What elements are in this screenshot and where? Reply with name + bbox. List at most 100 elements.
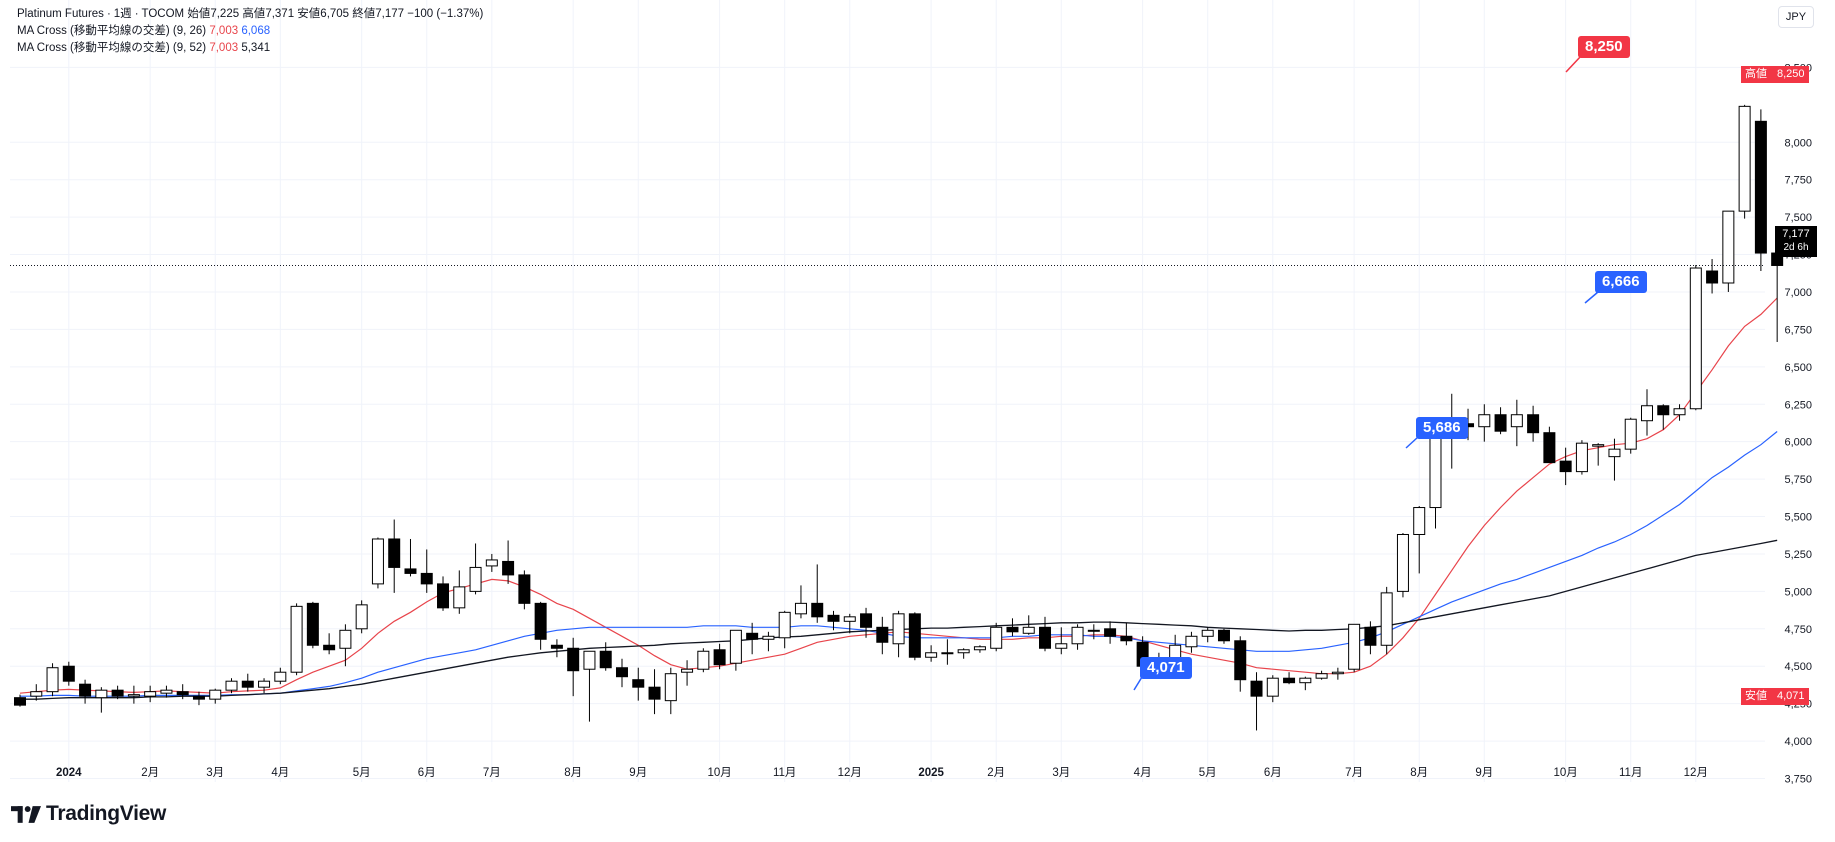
last-price-tag: 7,177 2d 6h	[1775, 226, 1817, 257]
candle	[1250, 672, 1263, 731]
low-callout: 4,071	[1140, 657, 1192, 679]
candle	[144, 685, 157, 703]
candle-body	[746, 632, 759, 640]
indicator-legend-row-1[interactable]: MA Cross (移動平均線の交差) (9, 26) 7,003 6,068	[17, 23, 483, 40]
indicator-name[interactable]: MA Cross (移動平均線の交差) (9, 26)	[17, 25, 207, 37]
candle	[1299, 676, 1312, 691]
candle	[746, 622, 759, 655]
x-tick-label: 9月	[629, 767, 647, 779]
indicator-value-long: 6,068	[241, 25, 271, 37]
candle-body	[567, 647, 580, 672]
candle-body	[1510, 414, 1523, 428]
candle-body	[355, 604, 368, 630]
candle-body	[1657, 405, 1670, 416]
candle	[762, 631, 775, 652]
candle-body	[778, 611, 791, 639]
candle-body	[1250, 680, 1263, 697]
candle	[225, 678, 238, 694]
time-axis[interactable]: 2024 2月 3月 4月 5月 6月 7月 8月 9月 10月 11月 12月 2025 2月 3月 4月 5…	[56, 767, 1708, 779]
candle	[908, 612, 921, 661]
candle-body	[681, 668, 694, 673]
high-tag-label: 高値	[1741, 66, 1771, 83]
y-tick-label: 4,000	[1784, 736, 1812, 748]
x-tick-label: 10月	[1554, 767, 1578, 779]
candle-body	[306, 602, 319, 646]
high-label: 高値	[242, 8, 266, 20]
candle-body	[892, 613, 905, 645]
candle-body	[1022, 626, 1035, 634]
x-tick-label: 10月	[707, 767, 731, 779]
candle-body	[615, 667, 628, 678]
candle-body	[550, 644, 563, 649]
candle	[1510, 399, 1523, 447]
tradingview-logo[interactable]: TradingView	[11, 802, 166, 826]
open-value: 7,225	[210, 8, 240, 20]
x-tick-label: 3月	[206, 767, 224, 779]
candle	[827, 610, 840, 631]
candle	[860, 607, 873, 638]
candle	[615, 658, 628, 688]
low-tag-value: 4,071	[1771, 688, 1809, 705]
candle	[62, 661, 75, 686]
candle-body	[404, 568, 417, 574]
candle-body	[79, 683, 92, 697]
candle-body	[534, 602, 547, 640]
x-tick-label: 7月	[483, 767, 501, 779]
y-tick-label: 5,750	[1784, 474, 1812, 486]
candle-body	[14, 697, 26, 706]
candle	[1039, 616, 1052, 652]
candle-body	[469, 566, 482, 592]
candle	[30, 684, 43, 701]
candle-body	[209, 689, 222, 700]
indicator-name[interactable]: MA Cross (移動平均線の交差) (9, 52)	[17, 42, 207, 54]
high-price-tag: 高値 8,250	[1741, 66, 1809, 83]
candle	[469, 543, 482, 595]
candle	[1055, 627, 1068, 655]
candle	[404, 538, 417, 577]
last-price-value: 7,177	[1782, 228, 1810, 240]
brand-name: TradingView	[46, 802, 167, 825]
candle	[1706, 259, 1719, 294]
x-tick-label: 6月	[1264, 767, 1282, 779]
candle-body	[599, 650, 612, 669]
candle-body	[1543, 432, 1556, 464]
candle	[1006, 618, 1019, 637]
chart-grid	[10, 0, 1765, 782]
candle	[1559, 447, 1572, 486]
currency-button[interactable]: JPY	[1778, 6, 1814, 28]
x-tick-label: 2025	[918, 767, 944, 779]
candle	[1429, 426, 1442, 529]
symbol-name[interactable]: Platinum Futures	[17, 8, 104, 20]
swing-callout-pointer	[1405, 436, 1419, 449]
candle	[1185, 631, 1198, 653]
candle-body	[160, 689, 173, 694]
candle	[14, 694, 26, 707]
candle	[274, 667, 287, 685]
candle	[697, 648, 710, 673]
high-tag-value: 8,250	[1771, 66, 1809, 83]
candle-body	[1039, 626, 1052, 649]
candle-body	[339, 629, 352, 649]
price-axis[interactable]: 3,7504,0004,2504,5004,7505,0005,2505,500…	[1784, 62, 1812, 785]
candle	[79, 679, 92, 704]
candle-body	[1364, 626, 1377, 646]
y-tick-label: 7,000	[1784, 287, 1812, 299]
indicator-legend-row-2[interactable]: MA Cross (移動平均線の交差) (9, 52) 7,003 5,341	[17, 40, 483, 57]
x-tick-label: 11月	[1619, 767, 1642, 779]
candle	[95, 687, 108, 713]
candle	[485, 553, 498, 572]
candle	[1673, 404, 1686, 421]
candle	[681, 660, 694, 686]
candle-body	[860, 613, 873, 628]
candle-body	[388, 538, 401, 568]
candle-body	[518, 574, 531, 604]
candle	[1575, 440, 1588, 475]
candle-body	[1071, 626, 1084, 645]
symbol-legend-row[interactable]: Platinum Futures · 1週 · TOCOM 始値7,225 高値7,37…	[17, 8, 484, 20]
close-label: 終値	[352, 8, 376, 20]
candle-body	[502, 560, 515, 576]
candle	[1641, 389, 1653, 436]
candle	[502, 540, 515, 584]
y-tick-label: 6,000	[1784, 437, 1812, 449]
